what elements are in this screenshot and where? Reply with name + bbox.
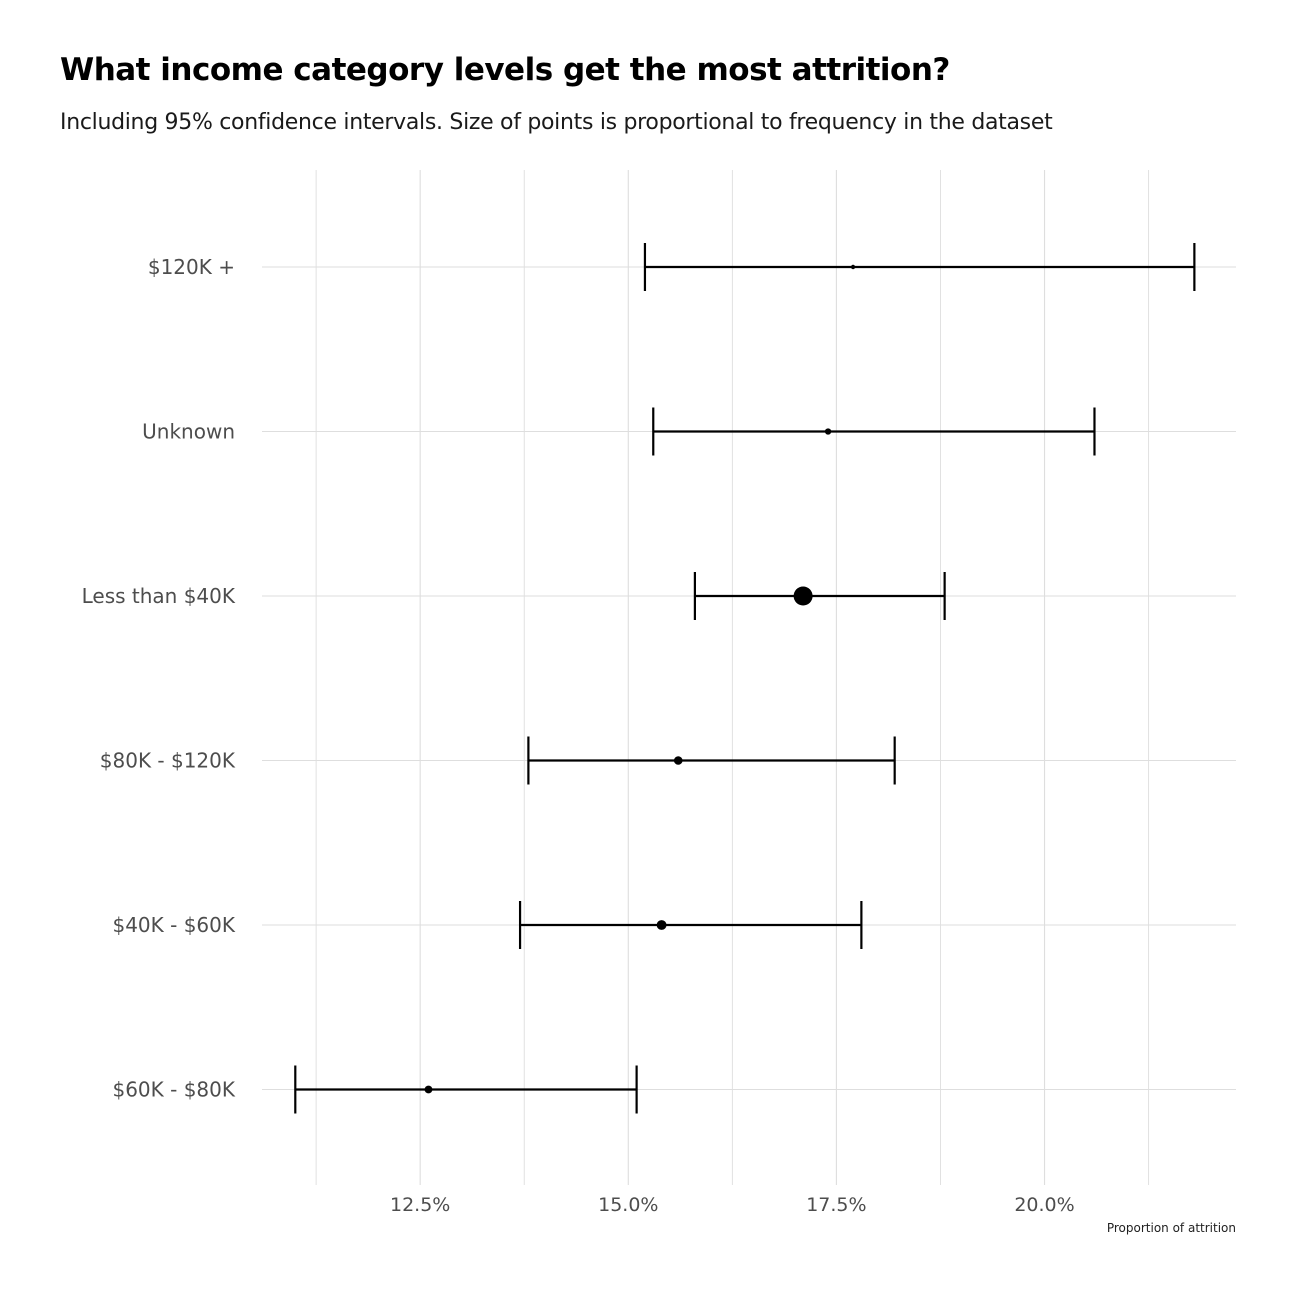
- x-tick-label: 12.5%: [390, 1194, 450, 1216]
- data-point: [424, 1085, 433, 1094]
- y-tick-label: $120K +: [148, 255, 235, 279]
- grid-layer: [262, 170, 1236, 1185]
- x-axis-title: Proportion of attrition: [1107, 1221, 1236, 1235]
- chart-title: What income category levels get the most…: [60, 52, 950, 88]
- data-point: [850, 264, 856, 270]
- y-tick-label: Less than $40K: [82, 584, 236, 608]
- y-axis-labels: $120K + Unknown Less than $40K $80K - $120K…: [82, 255, 236, 1102]
- x-tick-label: 20.0%: [1014, 1194, 1074, 1216]
- y-tick-label: $80K - $120K: [100, 749, 236, 773]
- data-point: [824, 428, 832, 435]
- x-tick-label: 17.5%: [806, 1194, 866, 1216]
- data-point: [656, 920, 667, 930]
- y-tick-label: $40K - $60K: [112, 913, 235, 937]
- errorbar-layer: [294, 243, 1196, 1114]
- y-tick-label: Unknown: [142, 420, 235, 444]
- x-axis-labels: 12.5% 15.0% 17.5% 20.0%: [390, 1194, 1075, 1216]
- data-point: [673, 756, 683, 765]
- x-tick-label: 15.0%: [598, 1194, 658, 1216]
- data-point: [793, 586, 813, 606]
- y-tick-label: $60K - $80K: [112, 1078, 235, 1102]
- point-layer: [424, 264, 856, 1094]
- chart-subtitle: Including 95% confidence intervals. Size…: [60, 110, 1053, 135]
